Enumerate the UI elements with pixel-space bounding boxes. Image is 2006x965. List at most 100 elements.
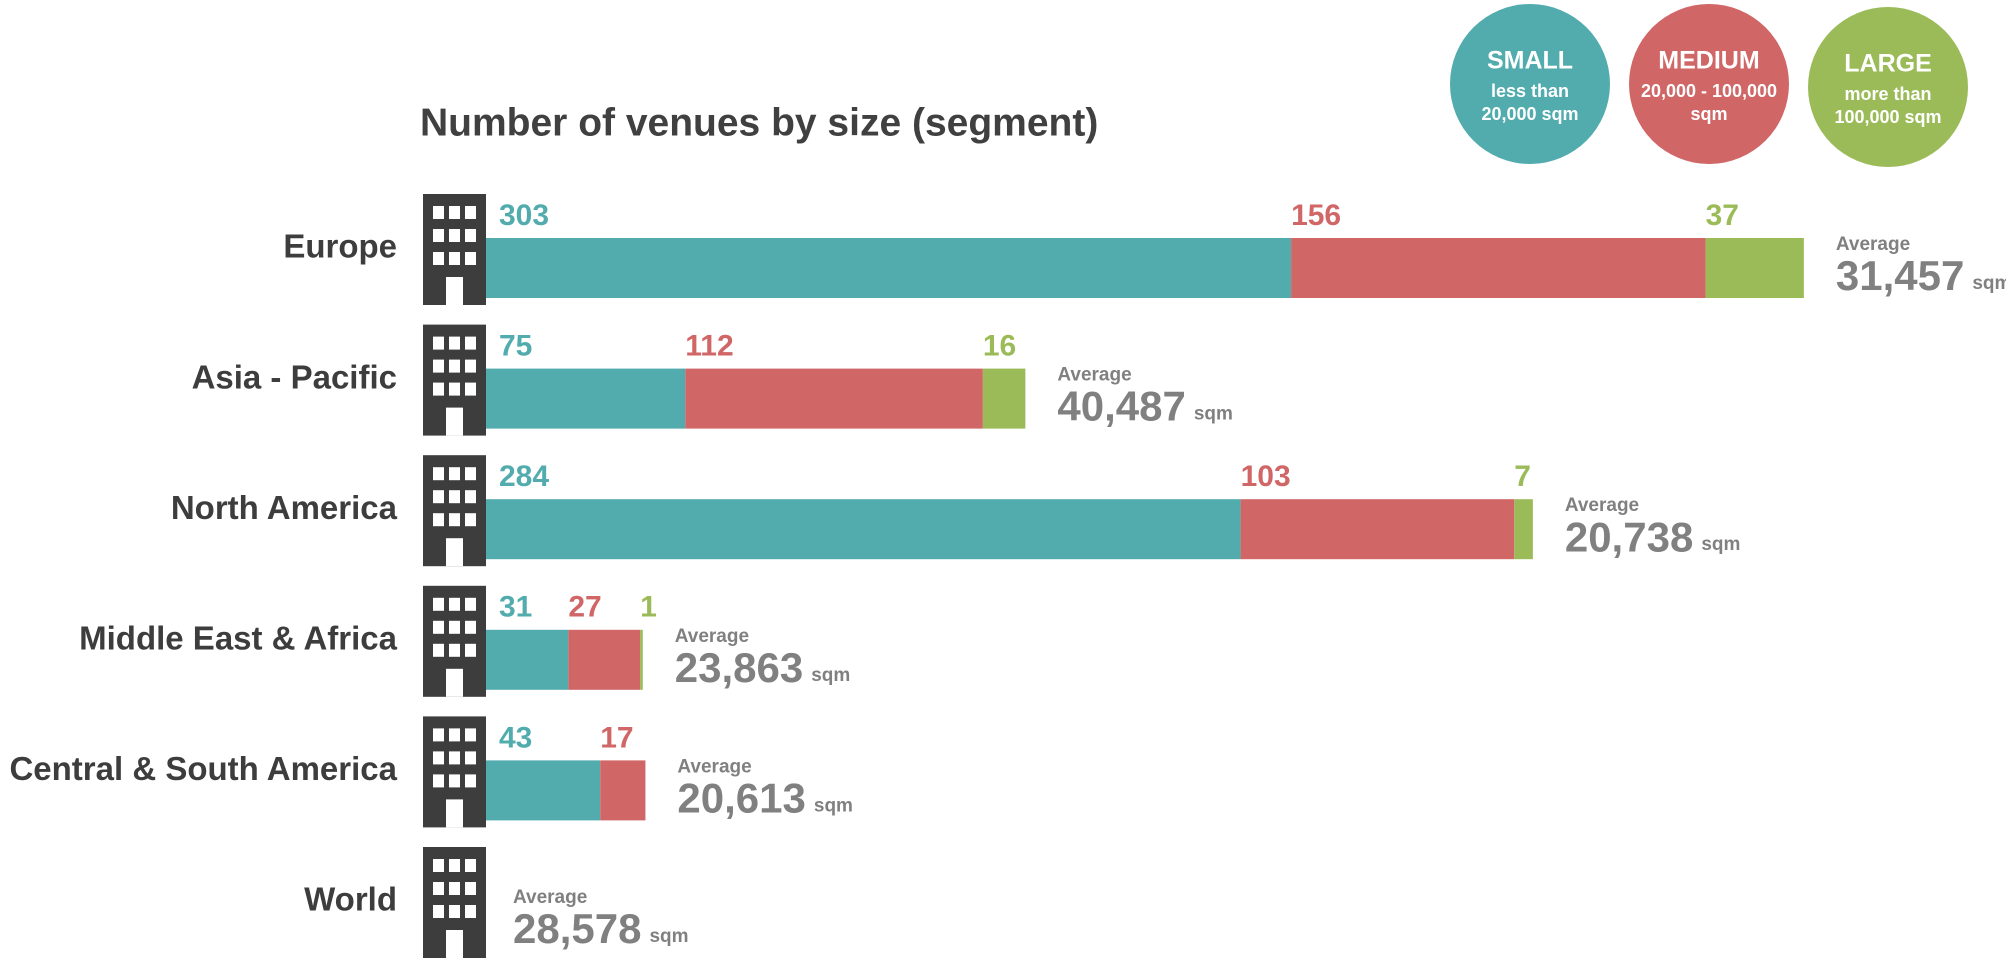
window xyxy=(433,467,444,481)
average-unit: sqm xyxy=(814,795,853,816)
door xyxy=(446,277,463,305)
bar-segment xyxy=(486,238,1292,298)
window xyxy=(465,336,476,350)
window xyxy=(465,774,476,788)
bar-segment xyxy=(982,368,1026,429)
window xyxy=(465,490,476,504)
window xyxy=(465,882,476,895)
building-icon xyxy=(423,585,486,697)
window xyxy=(465,905,476,918)
average-value: 28,578 xyxy=(513,905,641,952)
window xyxy=(465,513,476,527)
door xyxy=(446,930,463,958)
legend-swatch xyxy=(1629,4,1789,164)
bar-segment xyxy=(486,499,1241,560)
building-icon xyxy=(423,716,486,828)
window xyxy=(449,336,460,350)
average-unit: sqm xyxy=(1701,534,1740,555)
bar-segment xyxy=(685,368,983,429)
legend-label: MEDIUM xyxy=(1658,47,1759,75)
window xyxy=(449,597,460,611)
window xyxy=(449,643,460,657)
legend-label: LARGE xyxy=(1844,50,1932,78)
window xyxy=(465,359,476,373)
category-label: North America xyxy=(171,489,398,526)
window xyxy=(449,774,460,788)
bar-segment xyxy=(600,760,646,821)
value-label: 156 xyxy=(1291,199,1341,232)
window xyxy=(465,252,476,265)
bar-segment xyxy=(1514,499,1533,560)
window xyxy=(433,728,444,742)
window xyxy=(465,206,476,219)
window xyxy=(449,905,460,918)
average-value: 31,457 xyxy=(1836,252,1964,299)
building-icon xyxy=(423,847,486,958)
average-caption: Average xyxy=(677,756,751,777)
window xyxy=(433,206,444,219)
window xyxy=(449,859,460,872)
average-caption: Average xyxy=(513,887,587,908)
bar-segment xyxy=(568,629,641,690)
category-label: Middle East & Africa xyxy=(79,620,397,657)
building-icon xyxy=(423,194,486,305)
value-label: 16 xyxy=(983,330,1016,363)
legend-description: 20,000 - 100,000 xyxy=(1641,81,1777,101)
window xyxy=(449,728,460,742)
window xyxy=(465,620,476,634)
window xyxy=(465,467,476,481)
bar-segment xyxy=(486,368,686,429)
door xyxy=(446,407,463,436)
window xyxy=(449,620,460,634)
legend-description: sqm xyxy=(1690,104,1727,124)
value-label: 31 xyxy=(499,591,532,624)
window xyxy=(433,774,444,788)
window xyxy=(449,359,460,373)
window xyxy=(465,643,476,657)
window xyxy=(433,229,444,242)
window xyxy=(433,336,444,350)
bar-segment xyxy=(486,629,569,690)
window xyxy=(433,859,444,872)
window xyxy=(433,490,444,504)
average-unit: sqm xyxy=(1972,273,2006,294)
average-value: 23,863 xyxy=(675,644,803,691)
window xyxy=(433,882,444,895)
value-label: 75 xyxy=(499,330,532,363)
window xyxy=(465,751,476,765)
legend-label: SMALL xyxy=(1487,47,1573,75)
average-caption: Average xyxy=(675,626,749,647)
window xyxy=(449,229,460,242)
average-unit: sqm xyxy=(649,926,688,947)
category-label: Central & South America xyxy=(9,750,397,787)
building-icon xyxy=(423,324,486,436)
category-label: World xyxy=(304,881,397,918)
bar-segment xyxy=(1240,499,1515,560)
window xyxy=(433,597,444,611)
window xyxy=(433,905,444,918)
window xyxy=(449,882,460,895)
window xyxy=(449,751,460,765)
window xyxy=(449,252,460,265)
category-label: Europe xyxy=(283,228,397,265)
window xyxy=(433,513,444,527)
value-label: 43 xyxy=(499,721,532,754)
door xyxy=(446,538,463,567)
window xyxy=(465,728,476,742)
legend-description: less than xyxy=(1491,81,1569,101)
window xyxy=(465,859,476,872)
average-caption: Average xyxy=(1836,234,1910,255)
value-label: 27 xyxy=(568,591,601,624)
value-label: 303 xyxy=(499,199,549,232)
window xyxy=(449,382,460,396)
average-value: 20,738 xyxy=(1565,513,1693,560)
value-label: 37 xyxy=(1706,199,1739,232)
door xyxy=(446,799,463,828)
legend-description: more than xyxy=(1844,84,1931,104)
value-label: 7 xyxy=(1514,460,1531,493)
legend-description: 20,000 sqm xyxy=(1481,104,1578,124)
average-unit: sqm xyxy=(1194,404,1233,425)
average-value: 20,613 xyxy=(677,774,805,821)
value-label: 17 xyxy=(600,721,633,754)
window xyxy=(433,382,444,396)
